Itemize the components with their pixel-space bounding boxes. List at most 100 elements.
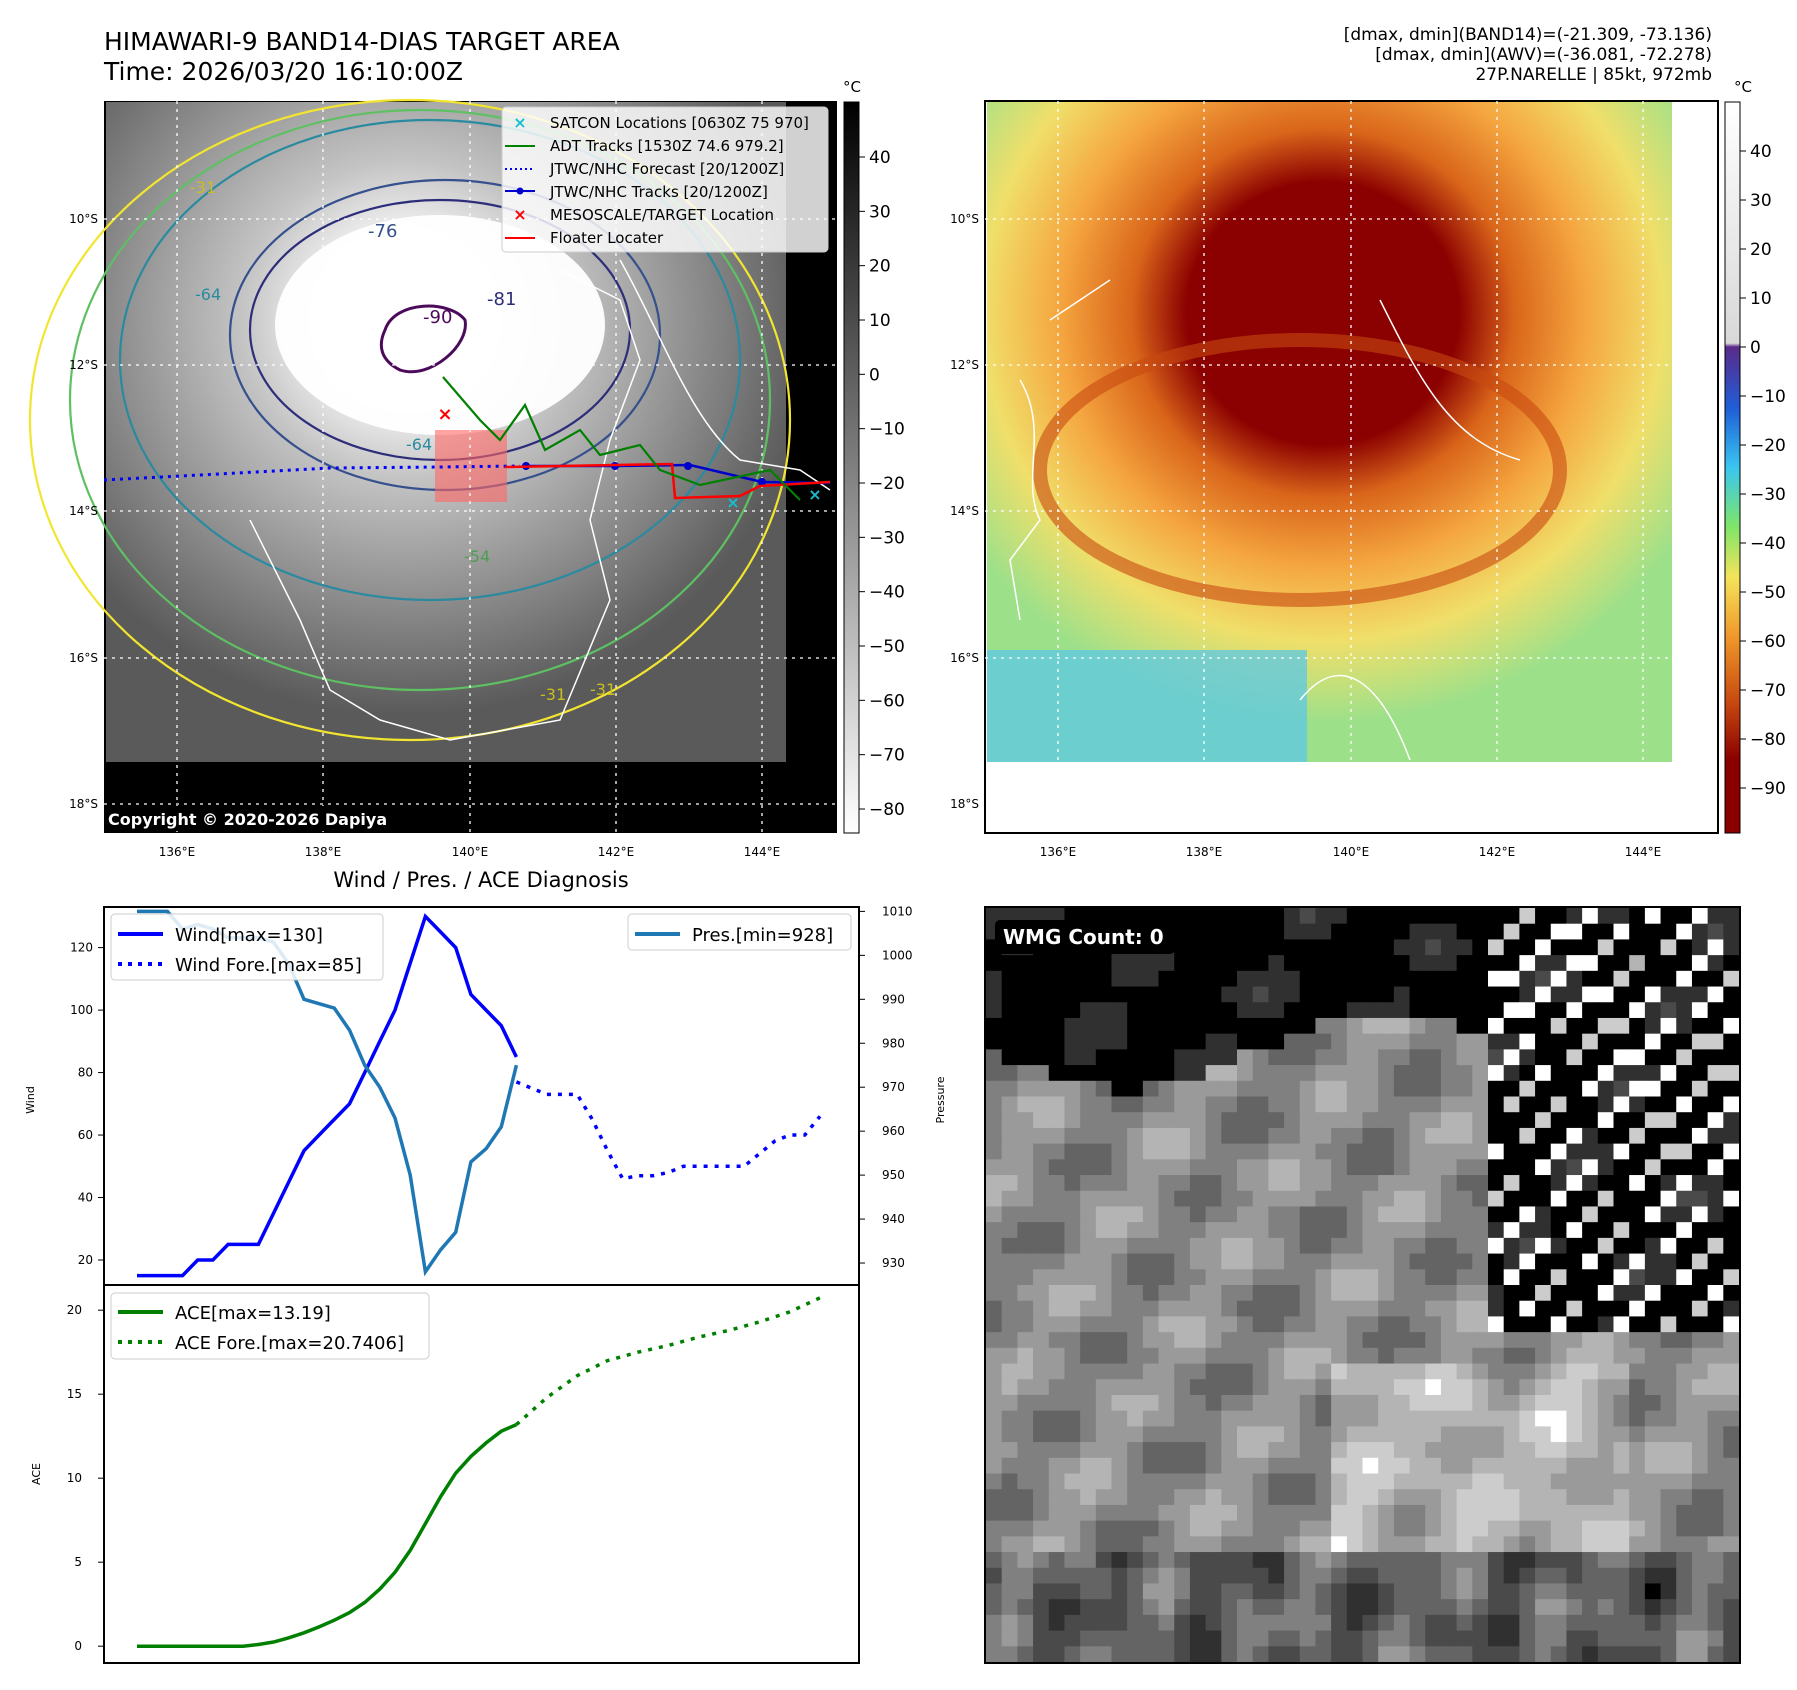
wmg-cell	[1393, 1457, 1411, 1475]
figure-title-line2: Time: 2026/03/20 16:10:00Z	[103, 57, 463, 86]
wmg-cell	[1456, 1096, 1473, 1113]
wmg-cell	[1723, 1206, 1740, 1223]
wmg-cell	[1205, 1159, 1222, 1176]
wmg-cell	[1252, 1222, 1269, 1239]
wmg-cell	[1158, 1190, 1175, 1208]
wmg-cell	[1409, 1426, 1426, 1443]
wmg-cell	[1033, 1583, 1050, 1600]
wmg-cell	[1284, 1646, 1301, 1663]
wmg-cell	[1472, 1096, 1489, 1113]
wmg-cell	[1142, 1017, 1160, 1035]
wmg-cell	[1268, 955, 1285, 972]
wmg-cell	[1519, 1394, 1536, 1412]
wmg-cell	[1613, 1112, 1630, 1129]
wmg-cell	[1095, 986, 1113, 1003]
wmg-cell	[1315, 1033, 1332, 1050]
wmg-cell	[1127, 1096, 1144, 1113]
wmg-cell	[1252, 1394, 1269, 1412]
wmg-cell	[1064, 1347, 1081, 1365]
wmg-cell	[1048, 1017, 1066, 1035]
wmg-cell	[1252, 1080, 1269, 1098]
wmg-cell	[1095, 1143, 1113, 1160]
contour-label: -76	[368, 221, 397, 242]
wmg-cell	[1111, 1332, 1128, 1349]
wmg-cell	[1064, 1159, 1081, 1176]
wmg-cell	[1346, 986, 1364, 1003]
wmg-cell	[1268, 1033, 1285, 1050]
wmg-cell	[1425, 1127, 1442, 1145]
wmg-cell	[1252, 1379, 1269, 1396]
wmg-cell	[1189, 1426, 1207, 1443]
wmg-cell	[1393, 1175, 1411, 1192]
wmg-cell	[1268, 1504, 1285, 1522]
wmg-cell	[1378, 1520, 1395, 1537]
wmg-cell	[1409, 1190, 1426, 1208]
wmg-cell	[1315, 1347, 1332, 1365]
wmg-cell	[1660, 1583, 1677, 1600]
wmg-cell	[1550, 1347, 1568, 1365]
wmg-cell	[1456, 1159, 1473, 1176]
wmg-cell	[1346, 1269, 1364, 1286]
wmg-cell	[1393, 1065, 1411, 1082]
wmg-cell	[1393, 1033, 1411, 1050]
wmg-cell	[1284, 1002, 1301, 1019]
wmg-cell	[1111, 1127, 1128, 1145]
wmg-cell	[1095, 1646, 1113, 1663]
wmg-cell	[1566, 1080, 1583, 1098]
wmg-cell	[1001, 1112, 1018, 1129]
gray-colorbar-unit: °C	[843, 78, 861, 96]
gridlines	[985, 101, 1718, 833]
wmg-cell	[1346, 1567, 1364, 1585]
wmg-cell	[1613, 1457, 1630, 1475]
wmg-cell	[1268, 1457, 1285, 1475]
wmg-cell	[1582, 1096, 1599, 1113]
wmg-cell	[1409, 1002, 1426, 1019]
wmg-cell	[1456, 1175, 1473, 1192]
wmg-cell	[1535, 1504, 1552, 1522]
wmg-cell	[1676, 1017, 1693, 1035]
wmg-grid	[986, 908, 1740, 1663]
wmg-cell	[1315, 1614, 1332, 1632]
contour-label: -90	[423, 307, 452, 328]
wmg-cell	[1111, 1159, 1128, 1176]
wmg-cell	[1378, 1190, 1395, 1208]
wmg-cell	[1707, 1457, 1724, 1475]
wmg-cell	[1550, 1646, 1568, 1663]
wmg-cell	[1723, 1080, 1740, 1098]
wmg-cell	[1723, 955, 1740, 972]
wmg-cell	[1597, 1143, 1615, 1160]
wmg-cell	[1017, 1017, 1034, 1035]
wmg-cell	[1158, 1237, 1175, 1255]
wmg-cell	[1017, 1504, 1034, 1522]
wmg-cell	[1519, 986, 1536, 1003]
wmg-cell	[1472, 1630, 1489, 1647]
wmg-cell	[1346, 1316, 1364, 1333]
wmg-cell	[1393, 1332, 1411, 1349]
wmg-cell	[1456, 1065, 1473, 1082]
wmg-cell	[1095, 1269, 1113, 1286]
wmg-cell	[1503, 1552, 1520, 1569]
wmg-cell	[1629, 1206, 1646, 1223]
wmg-cell	[1346, 1253, 1364, 1270]
wmg-cell	[1660, 1457, 1677, 1475]
wmg-cell	[1582, 1190, 1599, 1208]
wmg-cell	[1064, 1410, 1081, 1427]
wmg-cell	[1550, 986, 1568, 1003]
ace-ytick-label: 0	[74, 1639, 82, 1653]
wmg-cell	[1472, 1473, 1489, 1490]
wmg-cell	[1503, 1442, 1520, 1459]
wmg-cell	[1064, 1237, 1081, 1255]
wmg-cell	[1472, 1285, 1489, 1302]
wmg-cell	[1299, 1253, 1317, 1270]
wmg-cell	[1550, 1143, 1568, 1160]
wmg-cell	[1064, 1520, 1081, 1537]
wmg-cell	[1644, 923, 1662, 941]
wmg-cell	[1017, 1567, 1034, 1585]
wmg-cell	[1597, 1410, 1615, 1427]
wmg-cell	[1127, 970, 1144, 988]
wmg-cell	[1080, 1552, 1097, 1569]
wmg-cell	[1064, 1033, 1081, 1050]
wmg-cell	[1503, 1379, 1520, 1396]
